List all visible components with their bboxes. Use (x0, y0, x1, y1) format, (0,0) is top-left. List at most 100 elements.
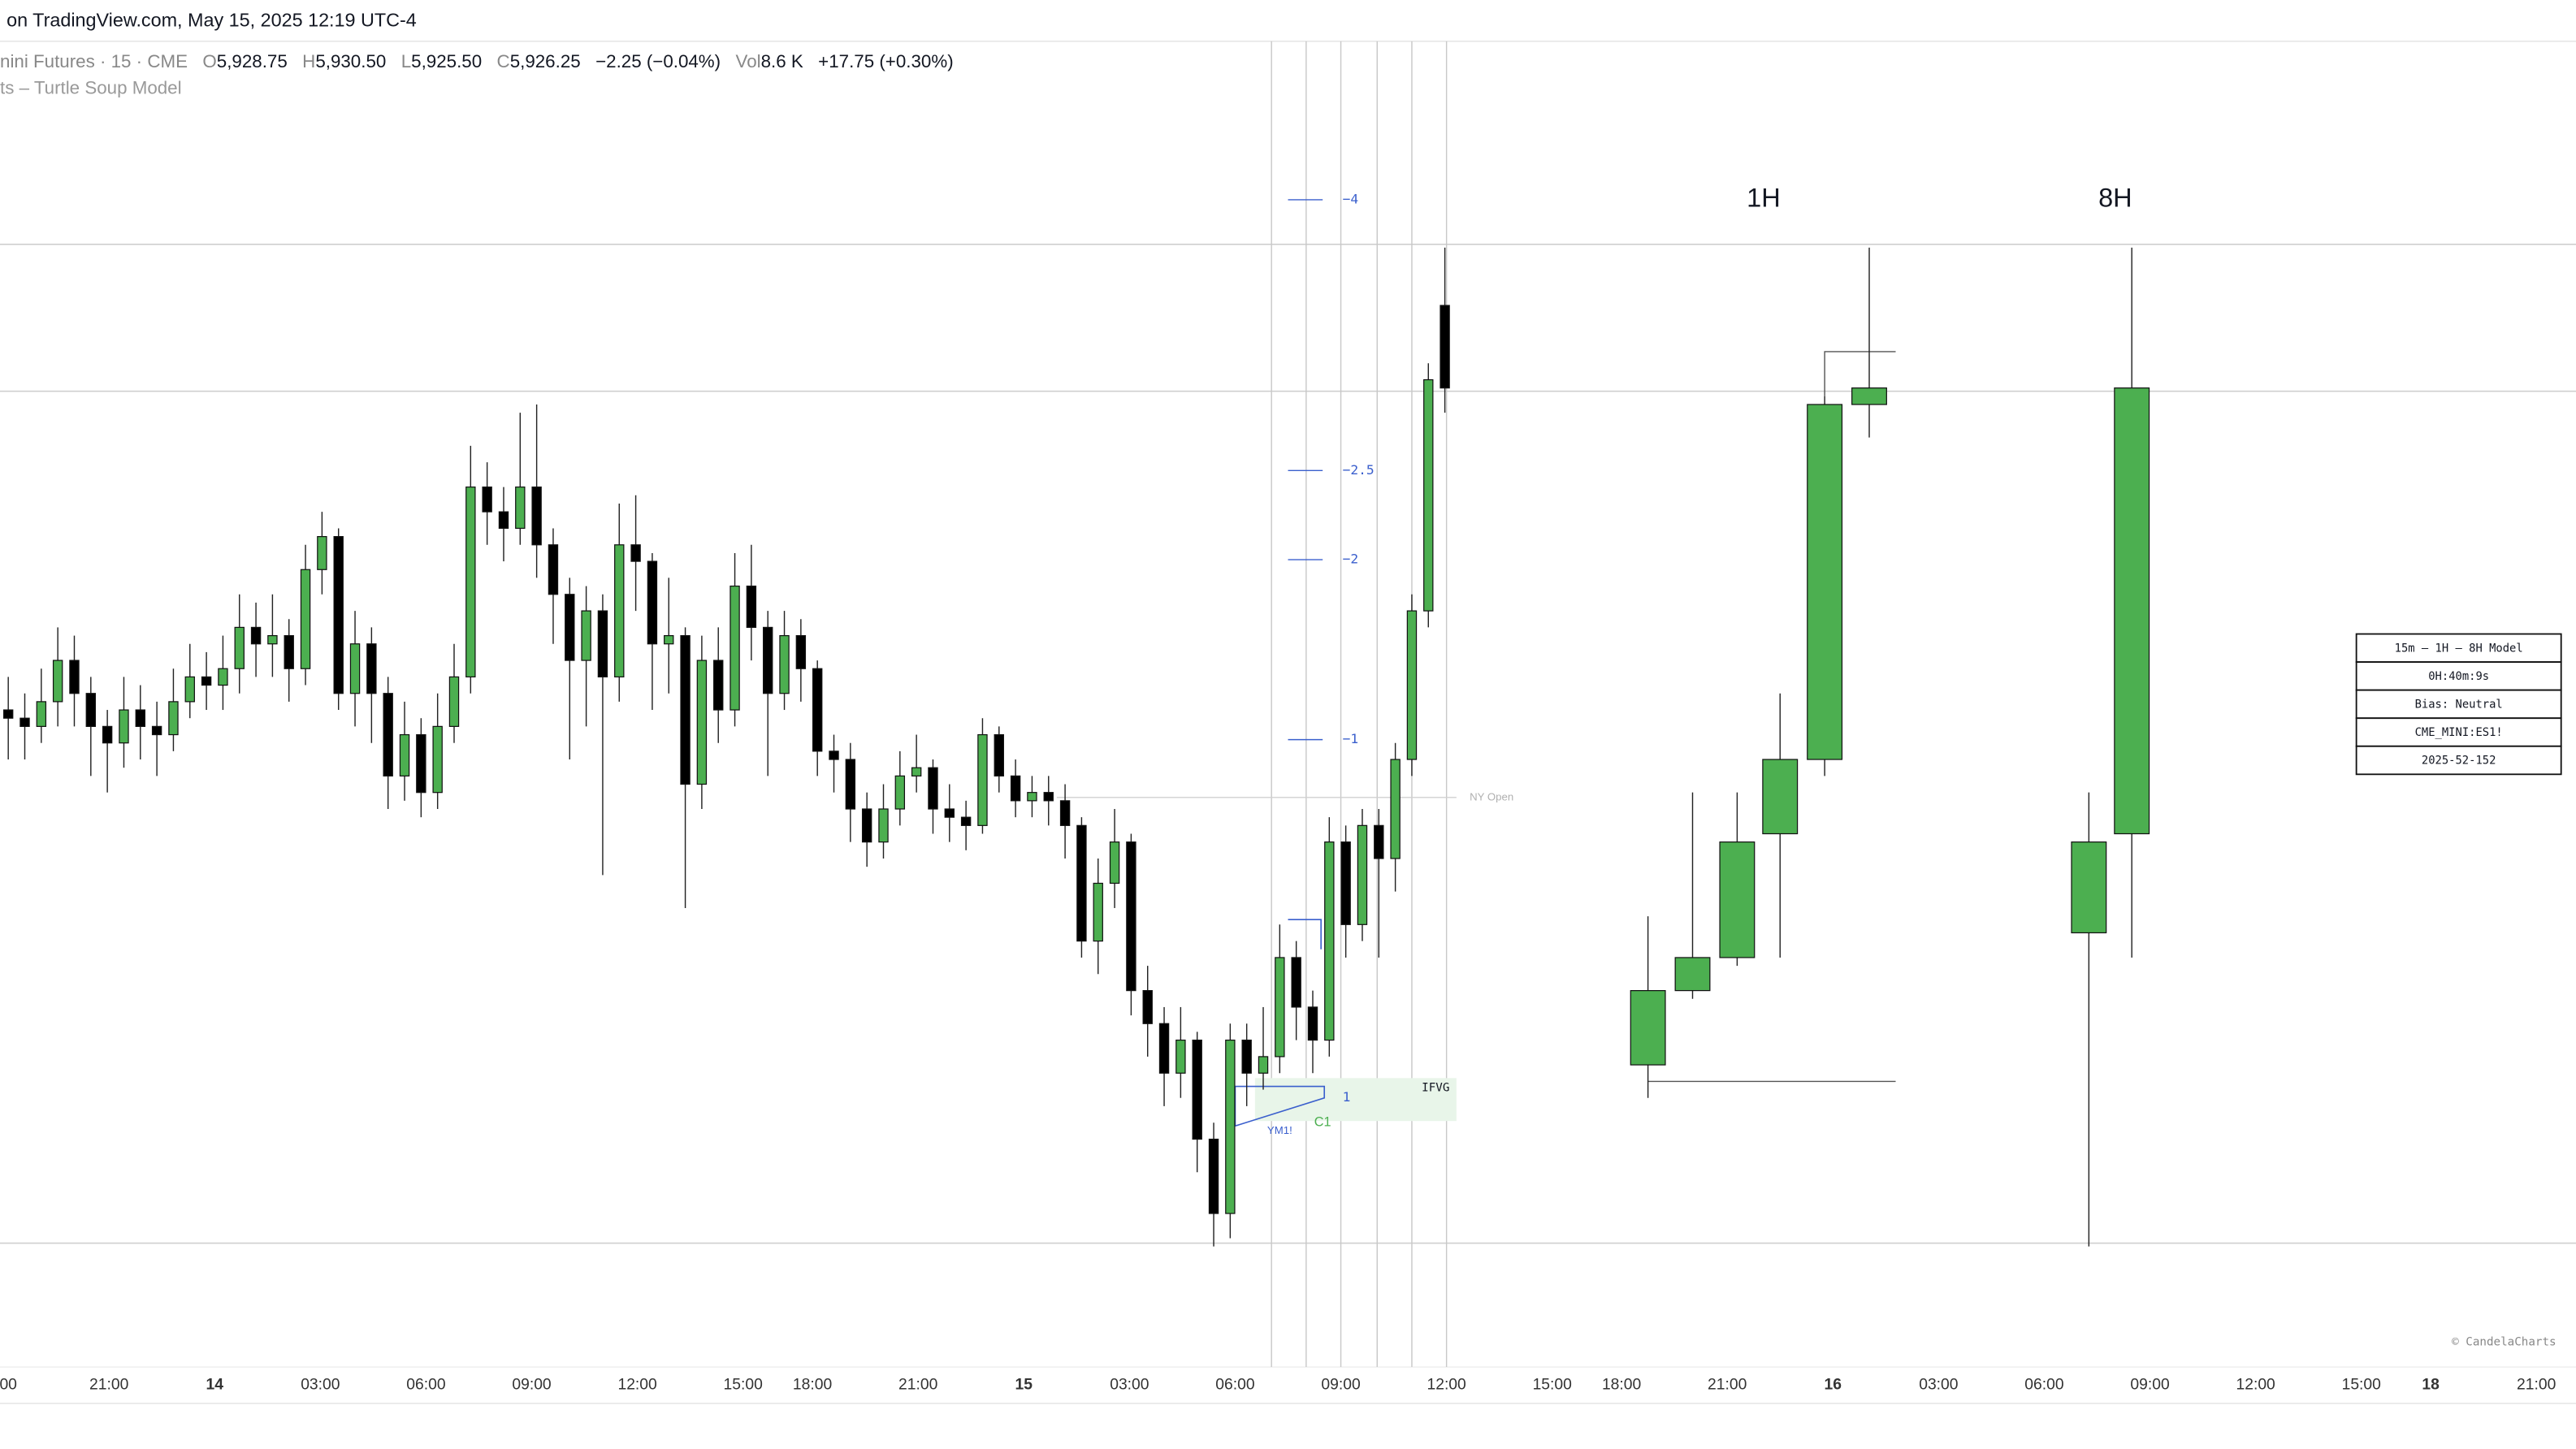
x-tick-label: 21:00 (2517, 1377, 2556, 1394)
candle-body (1762, 759, 1799, 835)
candle-body (317, 536, 327, 570)
x-tick-label: 12:00 (617, 1377, 656, 1394)
candle-body (184, 676, 195, 703)
fib-label: −2.5 (1343, 462, 1375, 478)
candle-body (960, 816, 972, 826)
candle-body (713, 660, 724, 711)
x-tick-label: 15 (1015, 1377, 1033, 1394)
candle-body (531, 487, 542, 546)
candle-body (1307, 1006, 1318, 1041)
ohlc-value: 5,928.75 (217, 51, 288, 71)
candle-body (416, 733, 426, 794)
ohlc-value: 5,930.50 (315, 51, 386, 71)
candle-body (664, 634, 674, 645)
table-cell (2355, 745, 2562, 776)
candle-body (267, 634, 278, 645)
ohlc-value: 5,925.50 (411, 51, 482, 71)
candle-body (399, 733, 410, 776)
table-text: Bias: Neutral (2415, 699, 2503, 712)
x-tick-label: 09:00 (512, 1377, 551, 1394)
candle-body (1674, 957, 1711, 992)
candle-body (1719, 841, 1756, 958)
ohlc-key: C (497, 51, 510, 71)
candle-body (1423, 378, 1434, 612)
candle-body (1043, 792, 1054, 802)
ohlc-key: O (202, 51, 216, 71)
candle-body (234, 626, 245, 669)
candle-body (465, 487, 476, 678)
candle-body (1225, 1039, 1236, 1214)
candle-body (977, 733, 988, 826)
candle-body (135, 709, 145, 727)
candle-body (795, 634, 807, 669)
table-cell (2355, 661, 2562, 691)
table-cell (2355, 689, 2562, 720)
candle-body (515, 487, 526, 530)
candle-body (250, 626, 262, 645)
x-tick-label: 12:00 (1427, 1377, 1466, 1394)
candle-body (1059, 800, 1071, 826)
candle-body (1192, 1039, 1202, 1140)
candle-body (482, 487, 492, 513)
x-tick-label: 00 (0, 1377, 17, 1394)
candle-body (565, 594, 575, 661)
x-tick-label: 21:00 (898, 1377, 937, 1394)
candle-body (1109, 841, 1120, 885)
candle-body (1208, 1138, 1219, 1214)
candle-body (746, 585, 757, 629)
c1-label: C1 (1314, 1115, 1331, 1130)
candle-body (432, 725, 443, 794)
table-cell (2355, 717, 2562, 747)
x-tick-label: 21:00 (89, 1377, 128, 1394)
ohlc-key: H (302, 51, 315, 71)
candle-body (812, 668, 823, 752)
candle-body (1357, 824, 1368, 925)
legend-line: nini Futures · 15 · CME O5,928.75 H5,930… (0, 51, 954, 71)
indicator-name: ts – Turtle Soup Model (0, 78, 182, 98)
x-tick-label: 15:00 (2342, 1377, 2381, 1394)
x-tick-label: 18 (2422, 1377, 2440, 1394)
candle-body (2, 709, 14, 719)
candle-body (1258, 1056, 1269, 1074)
candle-body (168, 701, 179, 736)
candle-body (861, 808, 872, 843)
change: −2.25 (−0.04%) (595, 51, 721, 71)
candle-body (1406, 610, 1418, 760)
candle-body (102, 725, 113, 744)
source-text: on TradingView.com, May 15, 2025 12:19 U… (6, 10, 417, 31)
candle-body (333, 536, 344, 694)
ohlc-key: L (401, 51, 411, 71)
x-tick-label: 15:00 (1533, 1377, 1572, 1394)
candle-body (630, 544, 641, 562)
fib-label: −1 (1343, 731, 1359, 746)
x-tick-label: 03:00 (1110, 1377, 1149, 1394)
candle-body (1241, 1039, 1252, 1074)
candle-body (85, 693, 97, 727)
candle-body (1076, 824, 1087, 942)
ifvg-label: IFVG (1422, 1082, 1449, 1095)
candle-body (878, 808, 889, 843)
candle-body (614, 544, 625, 678)
x-tick-label: 18:00 (793, 1377, 832, 1394)
x-tick-label: 03:00 (301, 1377, 340, 1394)
table-text: CME_MINI:ES1! (2415, 726, 2503, 739)
htf-title: 8H (2098, 184, 2132, 213)
candle-body (994, 733, 1004, 776)
candle-body (581, 610, 591, 661)
symbol: nini Futures · 15 · CME (0, 51, 188, 71)
candle-body (779, 634, 790, 694)
candle-body (647, 560, 658, 645)
candle-body (1324, 841, 1335, 1041)
candle-body (1275, 957, 1285, 1058)
vol: 8.6 K (761, 51, 803, 71)
x-tick-label: 14 (206, 1377, 224, 1394)
candle-body (1027, 792, 1037, 802)
candle-body (911, 767, 922, 776)
candle-body (845, 759, 856, 810)
candle-body (763, 626, 773, 694)
candle-body (1126, 841, 1136, 992)
candle-body (349, 643, 361, 694)
candle-body (829, 750, 839, 760)
table-text: 0H:40m:9s (2428, 670, 2489, 683)
